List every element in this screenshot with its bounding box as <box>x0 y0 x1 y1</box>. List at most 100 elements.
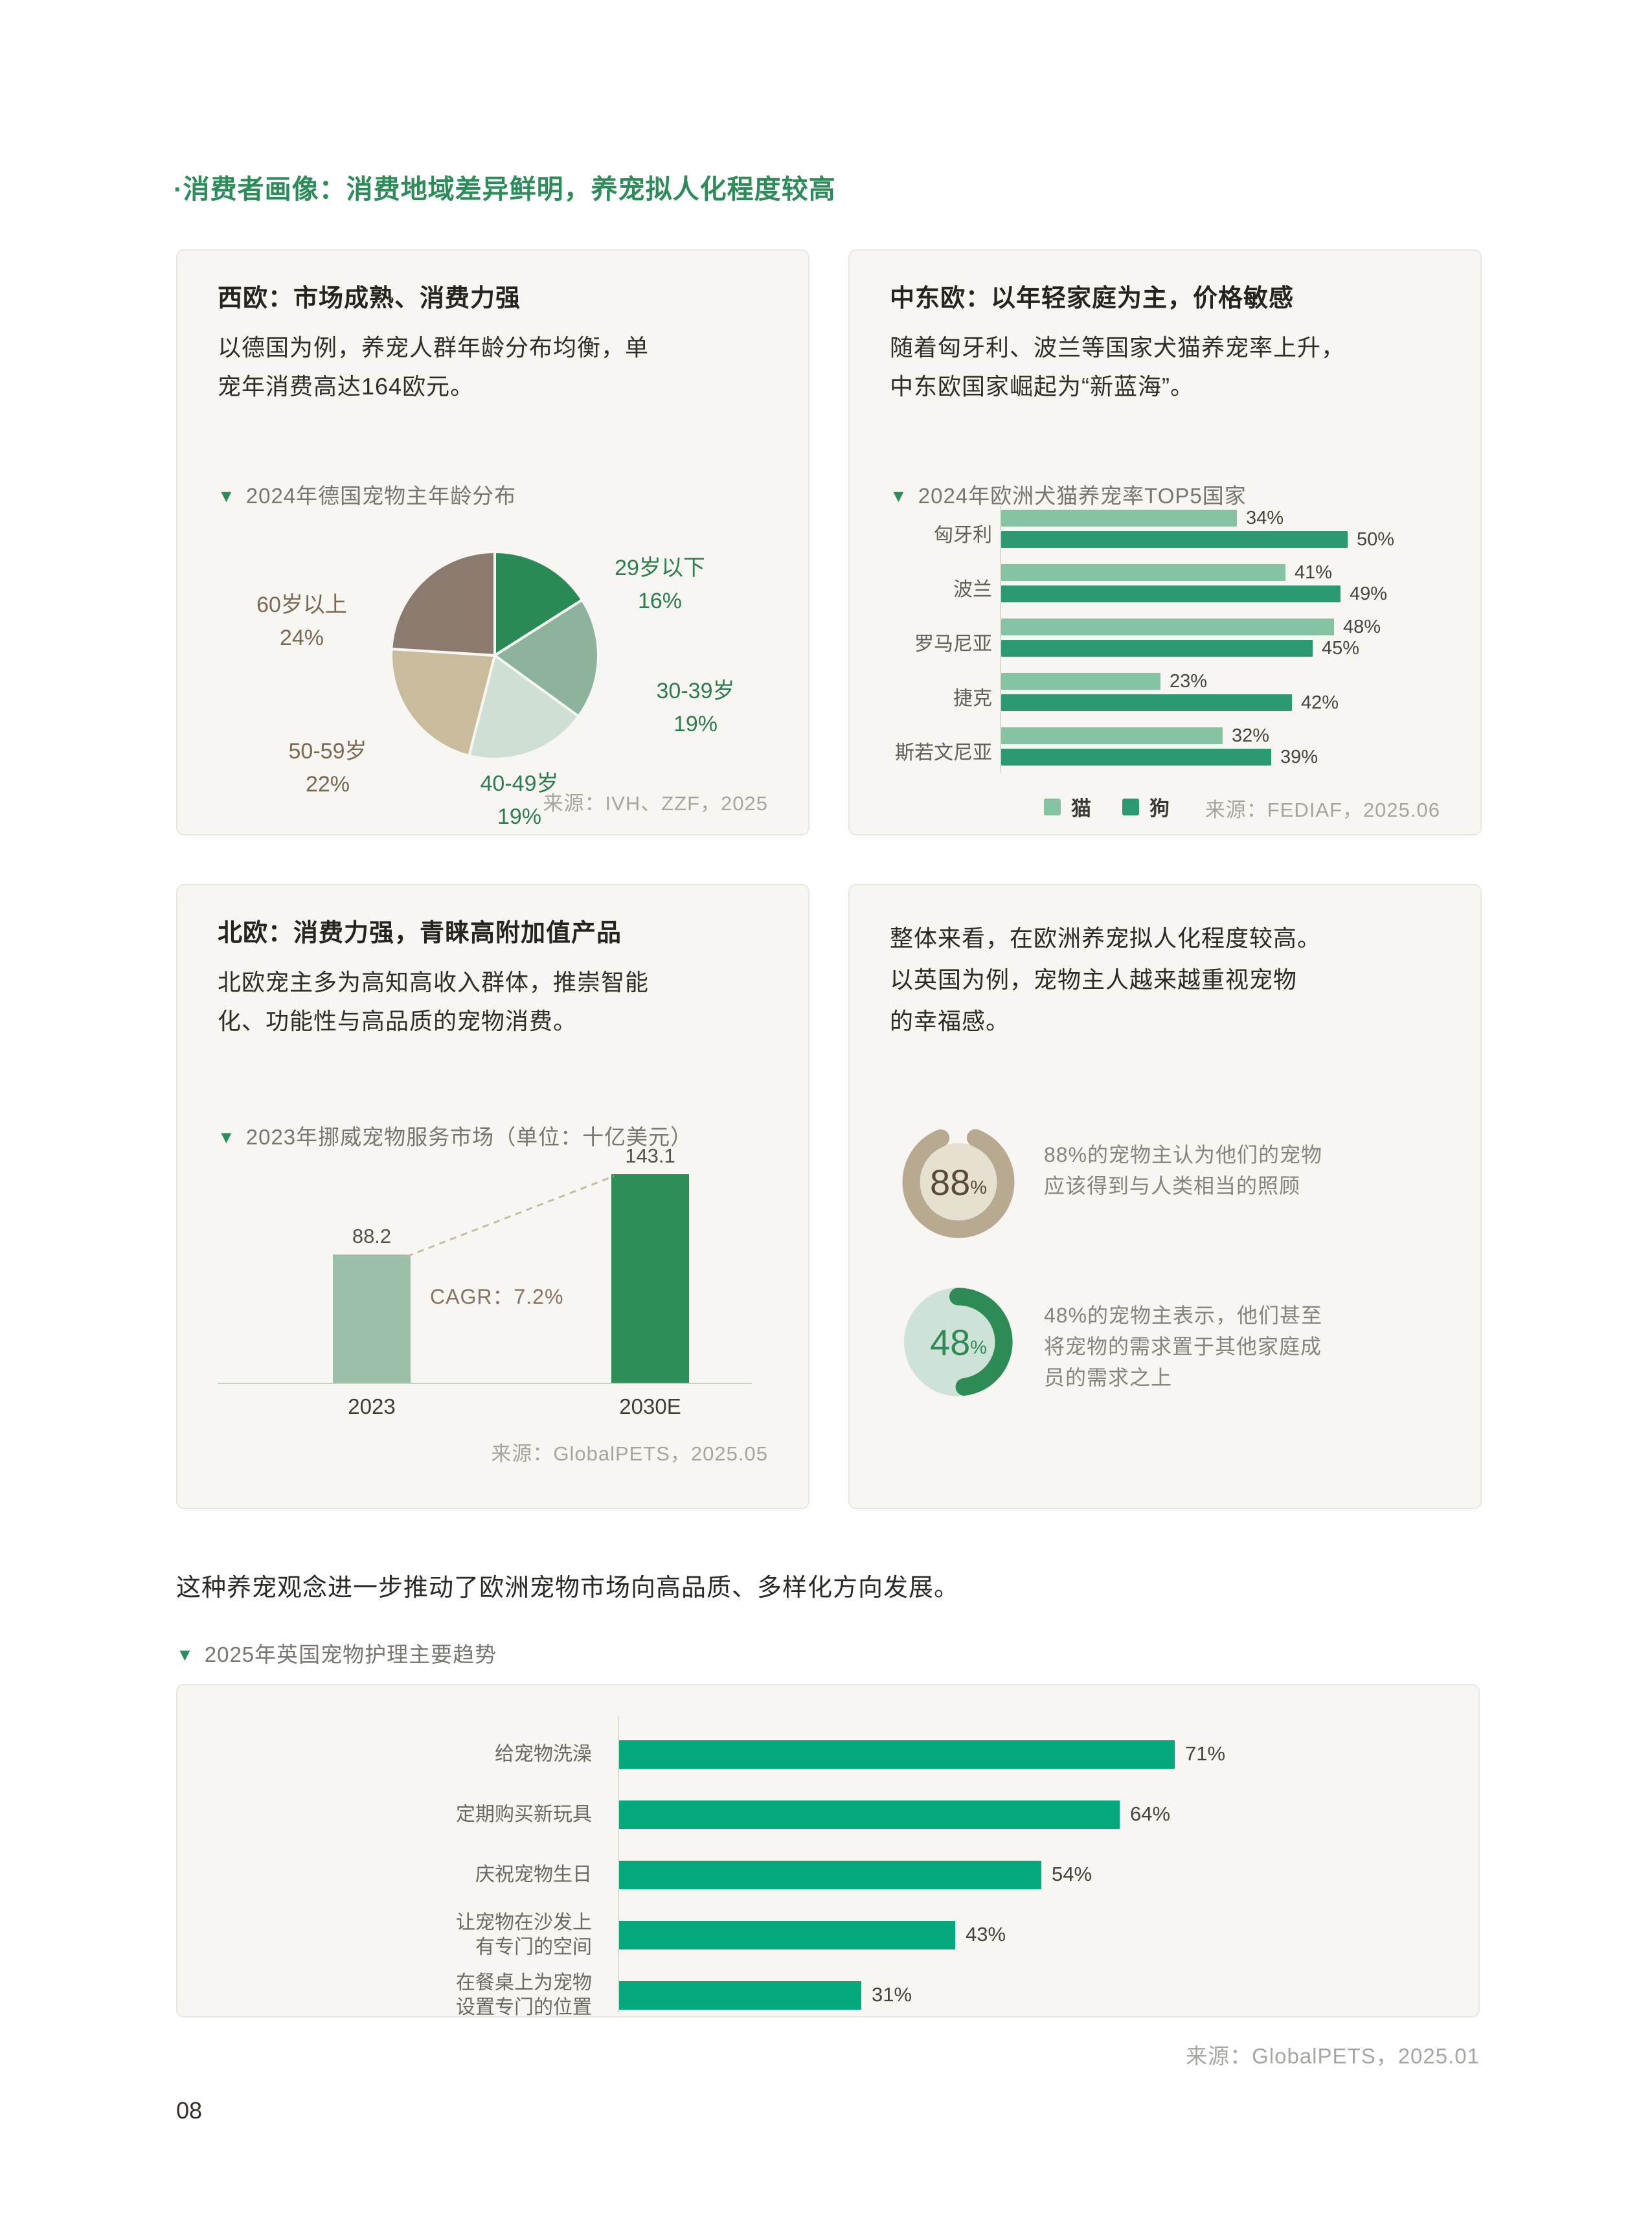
card-cee: 中东欧：以年轻家庭为主，价格敏感 随着匈牙利、波兰等国家犬猫养宠率上升， 中东欧… <box>848 249 1482 835</box>
bottom-paragraph: 这种养宠观念进一步推动了欧洲宠物市场向高品质、多样化方向发展。 <box>176 1574 960 1602</box>
pie-svg <box>390 551 600 760</box>
legend-label: 猫 <box>1071 797 1091 820</box>
pie-slice <box>390 551 496 657</box>
pie-label: 40-49岁 19% <box>480 771 559 829</box>
triangle-marker-icon: ▼ <box>218 1128 236 1147</box>
stat-48-text: 48%的宠物主表示，他们甚至 将宠物的需求置于其他家庭成 员的需求之上 <box>1044 1304 1323 1389</box>
legend-label: 狗 <box>1149 797 1170 820</box>
chart-subtitle-germany: ▼ 2024年德国宠物主年龄分布 <box>218 484 517 508</box>
trend-category-label: 让宠物在沙发上 有专门的空间 <box>456 1912 592 1959</box>
cee-group-2: 罗马尼亚 48% 45% <box>890 617 1444 659</box>
cee-bar-value: 34% <box>1246 508 1284 528</box>
cee-bar-猫 <box>1001 564 1285 581</box>
cee-bar-value: 23% <box>1170 671 1208 692</box>
cee-bar-猫 <box>1001 619 1334 635</box>
pie-label: 29岁以下 16% <box>615 556 705 613</box>
uk-trends-bar-chart: 给宠物洗澡 71% 定期购买新玩具 64% 庆祝宠物生日 54% 让宠物在沙发上 有专门的空… <box>176 1684 1480 2019</box>
card-west-europe: 西欧：市场成熟、消费力强 以德国为例，养宠人群年龄分布均衡，单 宠年消费高达16… <box>176 249 809 835</box>
pie-slice <box>493 598 600 718</box>
trend-bar-value: 54% <box>1052 1863 1092 1885</box>
source-west: 来源：IVH、ZZF，2025 <box>543 792 768 815</box>
card-nordic: 北欧：消费力强，青睐高附加值产品 北欧宠主多为高知高收入群体，推崇智能 化、功能… <box>176 884 809 1509</box>
trend-bar <box>619 1800 1120 1829</box>
cee-bar-value: 32% <box>1232 725 1270 746</box>
card-cee-body: 随着匈牙利、波兰等国家犬猫养宠率上升， 中东欧国家崛起为“新蓝海”。 <box>890 334 1346 400</box>
legend-swatch <box>1044 798 1061 815</box>
cagr-annotation: CAGR：7.2% <box>430 1285 564 1308</box>
trend-axis-line <box>618 1716 619 2013</box>
pie-label: 50-59岁 22% <box>288 739 367 797</box>
pie-label: 30-39岁 19% <box>656 679 735 736</box>
cee-bar-value: 45% <box>1322 638 1360 659</box>
trend-category-label: 在餐桌上为宠物 设置专门的位置 <box>456 1972 592 2019</box>
donut-88-percent: 88% <box>900 1124 1017 1240</box>
card-overall-body: 整体来看，在欧洲养宠拟人化程度较高。 以英国为例，宠物主人越来越重视宠物 的幸福… <box>890 925 1322 1035</box>
trend-bar <box>619 1981 861 2010</box>
legend-swatch <box>1122 798 1139 815</box>
triangle-marker-icon: ▼ <box>176 1645 194 1664</box>
triangle-marker-icon: ▼ <box>218 486 236 506</box>
card-west-title: 西欧：市场成熟、消费力强 <box>218 285 521 312</box>
trend-bar-value: 31% <box>872 1983 912 2006</box>
donut-48-svg <box>904 1288 1013 1396</box>
norway-x-label: 2030E <box>619 1394 681 1418</box>
norway-dashed-connector <box>406 1175 615 1258</box>
trend-bar <box>619 1861 1041 1889</box>
cee-bar-狗 <box>1001 585 1341 602</box>
card-overall: 整体来看，在欧洲养宠拟人化程度较高。 以英国为例，宠物主人越来越重视宠物 的幸福… <box>848 884 1482 1509</box>
chart-subtitle-cee: ▼ 2024年欧洲犬猫养宠率TOP5国家 <box>890 484 1247 508</box>
norway-bar-2023 <box>333 1255 411 1383</box>
card-nordic-body: 北欧宠主多为高知高收入群体，推崇智能 化、功能性与高品质的宠物消费。 <box>218 969 650 1035</box>
cee-bar-value: 49% <box>1350 584 1388 604</box>
cee-country-label: 斯若文尼亚 <box>895 742 992 764</box>
trend-bar <box>619 1740 1175 1769</box>
pie-slice <box>468 654 580 760</box>
donut-48-percent: 48% <box>900 1284 1017 1400</box>
donut-48-arc <box>904 1288 1013 1396</box>
cee-axis-line <box>1000 506 1001 773</box>
norway-bar-value: 88.2 <box>352 1225 392 1247</box>
chart-subtitle-norway: ▼ 2023年挪威宠物服务市场（单位：十亿美元） <box>218 1125 693 1149</box>
trend-bar-value: 64% <box>1130 1802 1171 1825</box>
trend-category-label: 庆祝宠物生日 <box>475 1864 592 1885</box>
pie-label: 60岁以上 24% <box>256 593 347 650</box>
cee-bar-value: 48% <box>1343 617 1381 637</box>
cee-country-label: 波兰 <box>953 579 992 600</box>
trend-bar-value: 71% <box>1185 1742 1226 1765</box>
cee-group-4: 斯若文尼亚 32% 39% <box>890 725 1444 767</box>
cee-bar-value: 41% <box>1295 562 1333 583</box>
cee-bar-狗 <box>1001 749 1271 766</box>
donut-88-ring <box>902 1126 1015 1238</box>
card-cee-title: 中东欧：以年轻家庭为主，价格敏感 <box>890 285 1295 312</box>
cee-bar-猫 <box>1001 673 1160 690</box>
legend-item-狗: 狗 <box>1122 792 1170 821</box>
cee-bar-value: 50% <box>1357 529 1395 550</box>
donut-48-value: 48% <box>929 1321 988 1363</box>
cee-group-1: 波兰 41% 49% <box>890 562 1444 604</box>
trend-bar-value: 43% <box>966 1923 1006 1946</box>
trend-category-label: 给宠物洗澡 <box>495 1743 592 1765</box>
norway-x-label: 2023 <box>348 1394 396 1418</box>
card-nordic-title: 北欧：消费力强，青睐高附加值产品 <box>218 920 622 947</box>
triangle-marker-icon: ▼ <box>890 486 908 506</box>
page-number: 08 <box>176 2097 203 2124</box>
chart-subtitle-uk-trends: ▼ 2025年英国宠物护理主要趋势 <box>176 1642 497 1666</box>
pie-slice <box>390 647 496 757</box>
source-nordic: 来源：GlobalPETS，2025.05 <box>491 1442 768 1465</box>
norway-bar-2030E <box>611 1174 689 1383</box>
cee-bar-value: 39% <box>1280 747 1318 767</box>
trend-category-label: 定期购买新玩具 <box>456 1804 592 1825</box>
cee-bar-狗 <box>1001 640 1313 657</box>
cee-bar-狗 <box>1001 694 1292 711</box>
dashed-trend-line <box>406 1175 615 1258</box>
cee-group-0: 匈牙利 34% 50% <box>890 508 1444 550</box>
cee-legend: 猫狗 <box>1044 792 1170 821</box>
norway-bar-value: 143.1 <box>625 1144 675 1167</box>
source-uk-trends: 来源：GlobalPETS，2025.01 <box>1186 2044 1480 2068</box>
legend-item-猫: 猫 <box>1044 792 1091 821</box>
cee-bar-猫 <box>1001 510 1237 527</box>
pie-slice <box>493 551 584 657</box>
cee-group-3: 捷克 23% 42% <box>890 671 1444 713</box>
cee-bar-value: 42% <box>1301 692 1339 713</box>
